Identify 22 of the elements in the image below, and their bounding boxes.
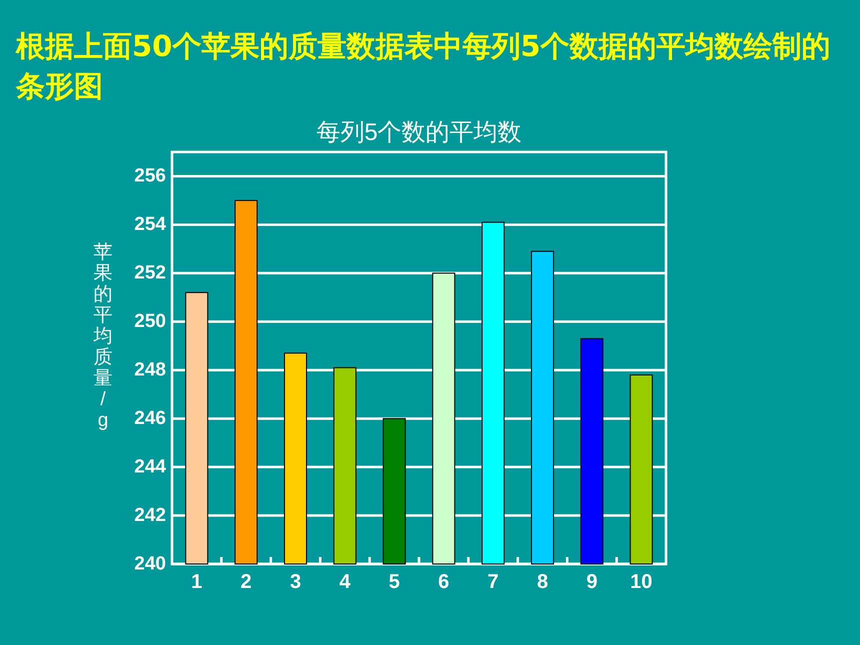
- chart-title: 根据上面50个苹果的质量数据表中每列5个数据的平均数绘制的条形图: [16, 28, 832, 105]
- x-tick-label: 3: [290, 571, 302, 593]
- y-tick-label: 242: [134, 505, 166, 526]
- y-tick-label: 248: [134, 360, 166, 381]
- x-tick-label: 4: [339, 571, 352, 593]
- x-tick-label: 7: [488, 571, 499, 593]
- x-tick-label: 9: [586, 571, 598, 593]
- y-tick-label: 252: [134, 262, 166, 284]
- y-tick-label: 244: [134, 456, 166, 478]
- x-tick-label: 1: [191, 571, 202, 593]
- chart-subtitle: 每列5个数的平均数: [316, 119, 522, 146]
- y-tick-label: 246: [134, 408, 166, 430]
- y-tick-label: 254: [134, 214, 166, 236]
- x-tick-label: 2: [240, 571, 252, 593]
- x-tick-label: 6: [438, 571, 450, 593]
- y-tick-label: 240: [134, 554, 166, 574]
- text: 苹果的平均质量/g: [94, 242, 112, 431]
- y-tick-label: 256: [134, 166, 166, 187]
- x-tick-label: 5: [388, 571, 400, 593]
- y-tick-label: 250: [134, 311, 166, 332]
- x-tick-label: 8: [536, 571, 548, 593]
- x-tick-label: 10: [630, 571, 652, 593]
